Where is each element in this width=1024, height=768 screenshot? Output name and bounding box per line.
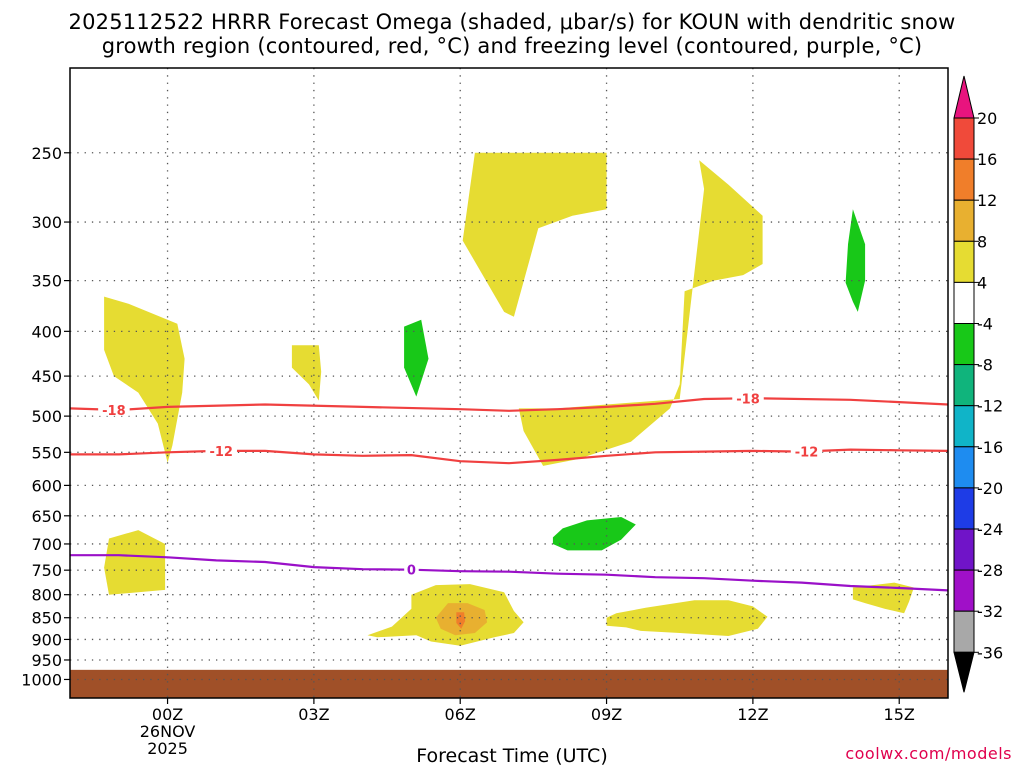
x-tick-label-09Z: 09Z — [591, 705, 622, 724]
contour-label-0: 0 — [407, 564, 416, 579]
y-tick-label-300: 300 — [31, 213, 62, 232]
x-axis-label: Forecast Time (UTC) — [416, 745, 608, 767]
contour-label--18: -18 — [736, 392, 760, 407]
colorbar-label--36: -36 — [977, 643, 1003, 662]
y-tick-label-400: 400 — [31, 322, 62, 341]
colorbar-label-8: 8 — [977, 232, 987, 251]
omega-region-10 — [404, 319, 429, 397]
omega-region-1 — [291, 345, 322, 401]
y-tick-label-1000: 1000 — [21, 670, 62, 689]
y-tick-label-600: 600 — [31, 476, 62, 495]
colorbar-label--28: -28 — [977, 561, 1003, 580]
y-tick-label-450: 450 — [31, 367, 62, 386]
colorbar-box-5 — [953, 323, 975, 366]
plot-frame — [69, 67, 949, 699]
colorbar-label--20: -20 — [977, 479, 1003, 498]
y-tick-label-750: 750 — [31, 561, 62, 580]
colorbar-box-2 — [953, 199, 975, 242]
omega-region-12 — [552, 517, 636, 551]
colorbar-label-4: 4 — [977, 273, 987, 292]
colorbar-arrow-bottom — [953, 651, 975, 693]
ground-fill — [70, 669, 948, 698]
colorbar-label-12: 12 — [977, 191, 997, 210]
omega-region-4 — [104, 530, 166, 595]
colorbar-box-4 — [953, 281, 975, 324]
chart-title-line-1: 2025112522 HRRR Forecast Omega (shaded, … — [68, 10, 956, 34]
y-tick-label-950: 950 — [31, 651, 62, 670]
y-tick-label-550: 550 — [31, 443, 62, 462]
colorbar-label-16: 16 — [977, 150, 997, 169]
chart-title-line-2: growth region (contoured, red, °C) and f… — [101, 34, 923, 58]
colorbar-label--8: -8 — [977, 356, 993, 375]
colorbar-label--12: -12 — [977, 397, 1003, 416]
x-tick-label-06Z: 06Z — [445, 705, 476, 724]
colorbar-box-11 — [953, 569, 975, 612]
colorbar-label--16: -16 — [977, 438, 1003, 457]
y-tick-label-650: 650 — [31, 507, 62, 526]
colorbar-label--32: -32 — [977, 602, 1003, 621]
y-tick-label-800: 800 — [31, 586, 62, 605]
contour-label--12: -12 — [209, 445, 233, 460]
x-tick-date: 26NOV — [140, 722, 196, 741]
colorbar-box-12 — [953, 610, 975, 653]
colorbar-box-3 — [953, 240, 975, 283]
colorbar-box-1 — [953, 158, 975, 201]
contour-label-bg — [732, 390, 764, 405]
x-tick-label-15Z: 15Z — [884, 705, 915, 724]
site-credit: coolwx.com/models — [845, 744, 1012, 763]
colorbar-box-7 — [953, 405, 975, 448]
colorbar-box-9 — [953, 487, 975, 530]
contour-line-0 — [70, 554, 948, 592]
y-tick-label-250: 250 — [31, 144, 62, 163]
contour-label-bg — [404, 561, 419, 576]
colorbar-label--4: -4 — [977, 315, 993, 334]
contour-label-bg — [790, 443, 823, 458]
colorbar-box-10 — [953, 528, 975, 571]
colorbar-label--24: -24 — [977, 520, 1003, 539]
y-tick-label-900: 900 — [31, 630, 62, 649]
colorbar: 20 16 12 8 4 -4 -8 -12 -16 -20 -24 -28 -32 -36 — [953, 75, 1003, 693]
omega-region-0 — [104, 296, 185, 463]
y-tick-label-350: 350 — [31, 272, 62, 291]
contour-label-bg — [205, 442, 237, 457]
omega-region-9 — [852, 582, 914, 614]
omega-region-8 — [606, 600, 768, 636]
y-tick-label-850: 850 — [31, 609, 62, 628]
y-tick-label-500: 500 — [31, 407, 62, 426]
colorbar-box-8 — [953, 446, 975, 489]
colorbar-box-6 — [953, 364, 975, 407]
colorbar-arrow-top — [953, 75, 975, 119]
omega-region-3 — [518, 160, 763, 466]
colorbar-label-20: 20 — [977, 109, 997, 128]
contour-line--18 — [70, 397, 948, 412]
x-tick-label-12Z: 12Z — [737, 705, 768, 724]
contour-label--18: -18 — [102, 404, 126, 419]
x-tick-label-00Z: 00Z — [152, 705, 183, 724]
omega-region-7 — [456, 612, 466, 629]
contour-label-bg — [98, 401, 130, 416]
x-tick-label-03Z: 03Z — [298, 705, 329, 724]
colorbar-box-0 — [953, 117, 975, 160]
omega-region-2 — [462, 152, 607, 317]
y-tick-label-700: 700 — [31, 535, 62, 554]
x-tick-year: 2025 — [147, 739, 188, 758]
omega-region-11 — [845, 209, 866, 312]
plot-area: -18 -18 -12 -12 0 250 300 350 400 450 500 550 600 650… — [21, 67, 949, 758]
contour-label--12: -12 — [795, 445, 819, 460]
